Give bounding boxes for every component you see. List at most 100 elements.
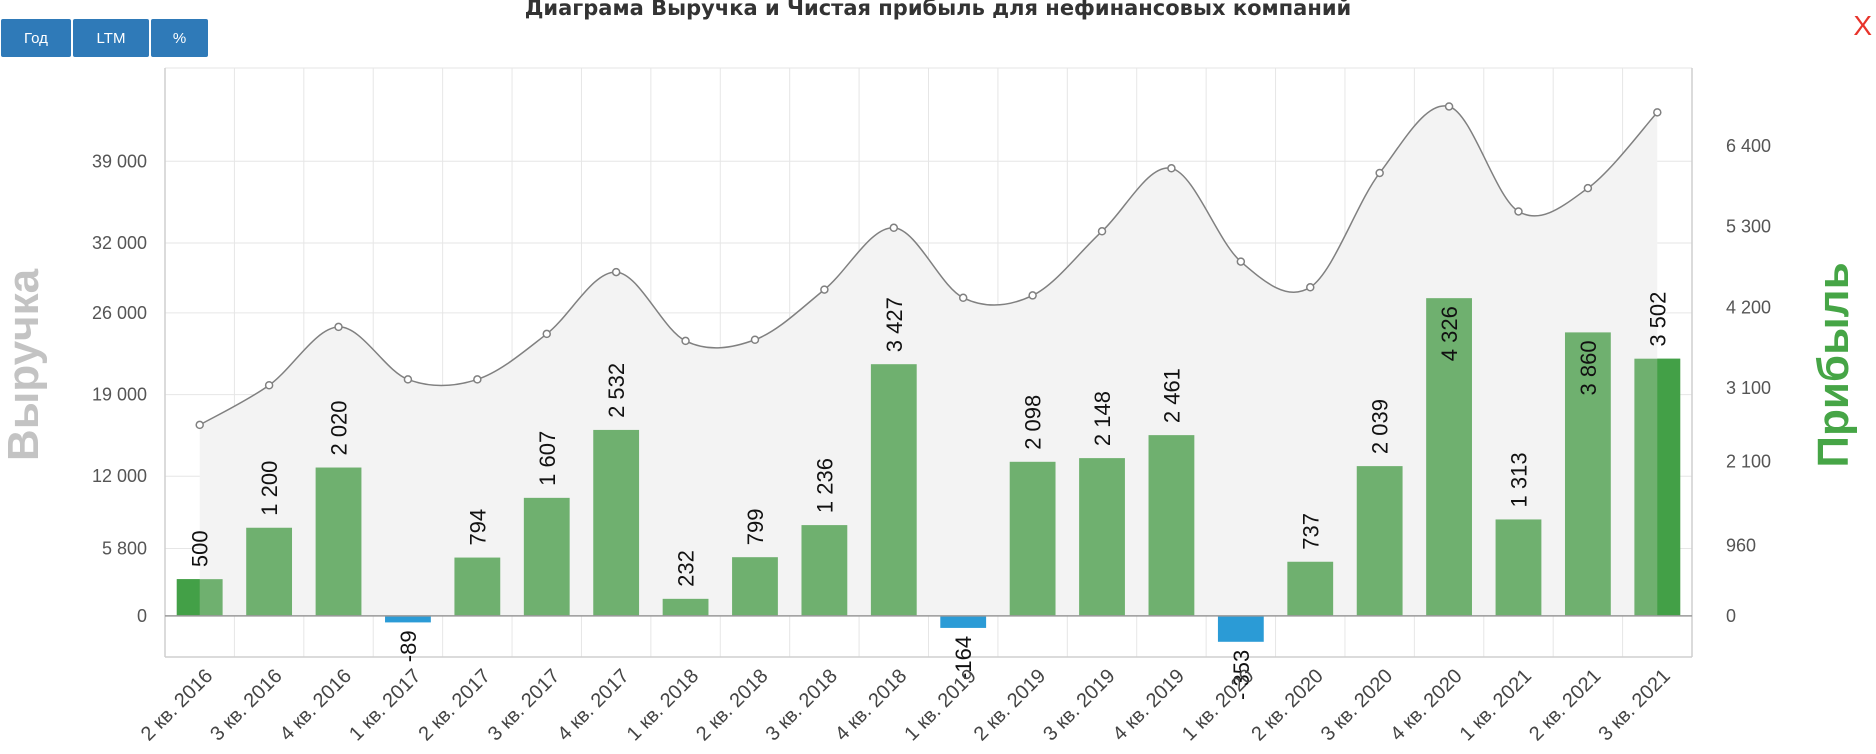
revenue-point bbox=[1583, 183, 1593, 193]
revenue-point bbox=[820, 285, 829, 294]
left-tick-label: 0 bbox=[137, 606, 147, 626]
revenue-point bbox=[1514, 207, 1523, 216]
revenue-point bbox=[1097, 227, 1107, 236]
revenue-area-fill bbox=[199, 105, 1658, 617]
profit-data-label: 737 bbox=[1298, 513, 1323, 550]
x-tick-label: 4 кв. 2020 bbox=[1386, 665, 1466, 745]
revenue-point bbox=[264, 380, 274, 390]
left-tick-label: 5 800 bbox=[102, 539, 147, 559]
profit-data-label: 1 200 bbox=[257, 461, 282, 516]
profit-bar bbox=[593, 429, 640, 616]
revenue-point bbox=[542, 329, 551, 339]
x-tick-label: 4 кв. 2016 bbox=[276, 665, 356, 745]
right-axis-title: Прибыль bbox=[1809, 262, 1858, 467]
profit-data-label: 2 148 bbox=[1090, 391, 1115, 446]
profit-bar bbox=[454, 557, 501, 616]
revenue-line-path bbox=[199, 105, 1658, 426]
profit-bar bbox=[246, 527, 293, 616]
revenue-point bbox=[473, 375, 482, 384]
x-tick-label: 3 кв. 2016 bbox=[206, 665, 286, 745]
profit-data-label: 232 bbox=[674, 550, 699, 587]
profit-data-label: 3 427 bbox=[882, 297, 907, 352]
profit-data-label: 1 607 bbox=[535, 431, 560, 486]
revenue-point bbox=[1028, 291, 1037, 300]
close-icon[interactable]: X bbox=[1853, 10, 1872, 41]
profit-bar bbox=[1495, 519, 1542, 616]
profit-bar-highlight bbox=[176, 579, 200, 616]
revenue-point bbox=[611, 267, 621, 277]
profit-data-label: 1 236 bbox=[812, 458, 837, 513]
profit-bar bbox=[1287, 561, 1334, 616]
year-button[interactable]: Год bbox=[1, 19, 71, 57]
x-tick-label: 2 кв. 2020 bbox=[1247, 665, 1327, 745]
x-tick-label: 3 кв. 2019 bbox=[1039, 665, 1119, 745]
x-tick-label: 1 кв. 2021 bbox=[1456, 665, 1536, 745]
profit-bar bbox=[662, 598, 709, 616]
right-tick-label: 5 300 bbox=[1726, 217, 1771, 237]
profit-data-label: 4 326 bbox=[1437, 306, 1462, 361]
revenue-point bbox=[750, 335, 760, 345]
profit-bar bbox=[801, 525, 848, 616]
x-tick-label: 2 кв. 2017 bbox=[414, 665, 494, 745]
profit-data-label: -89 bbox=[396, 630, 421, 662]
percent-button[interactable]: % bbox=[151, 19, 208, 57]
left-tick-label: 32 000 bbox=[92, 233, 147, 253]
profit-bars bbox=[176, 298, 1681, 642]
profit-bar bbox=[870, 364, 917, 616]
left-axis-title: Выручка bbox=[0, 268, 48, 461]
x-tick-label: 3 кв. 2018 bbox=[762, 665, 842, 745]
chart-axes: 0 5 800 12 000 19 000 26 000 32 000 39 000 0 960… bbox=[92, 68, 1771, 658]
profit-data-label: 794 bbox=[465, 509, 490, 546]
right-tick-label: 3 100 bbox=[1726, 378, 1771, 398]
right-tick-label: 0 bbox=[1726, 606, 1736, 626]
revenue-point bbox=[1653, 108, 1662, 117]
x-tick-label: 2 кв. 2018 bbox=[692, 665, 772, 745]
profit-bar bbox=[1356, 466, 1403, 616]
profit-bar bbox=[940, 615, 987, 628]
profit-data-label: 2 461 bbox=[1159, 368, 1184, 423]
revenue-point bbox=[958, 293, 968, 303]
x-tick-label: 1 кв. 2019 bbox=[900, 665, 980, 745]
x-tick-label: 4 кв. 2018 bbox=[831, 665, 911, 745]
profit-bar bbox=[1217, 615, 1264, 642]
profit-data-label: 2 098 bbox=[1021, 395, 1046, 450]
profit-data-label: 799 bbox=[743, 508, 768, 545]
revenue-area bbox=[199, 105, 1658, 617]
revenue-point bbox=[334, 322, 343, 332]
right-tick-label: 6 400 bbox=[1726, 136, 1771, 156]
x-tick-label: 1 кв. 2018 bbox=[623, 665, 703, 745]
x-tick-label: 1 кв. 2020 bbox=[1178, 665, 1258, 745]
profit-data-label: -164 bbox=[951, 636, 976, 680]
x-tick-label: 2 кв. 2016 bbox=[137, 665, 217, 745]
profit-bar bbox=[385, 615, 431, 623]
profit-bar-highlight bbox=[1657, 358, 1681, 616]
revenue-point bbox=[1306, 283, 1315, 292]
revenue-point bbox=[1444, 102, 1454, 111]
revenue-point bbox=[681, 336, 690, 346]
profit-data-label: 3 860 bbox=[1576, 340, 1601, 395]
profit-data-label: 1 313 bbox=[1506, 452, 1531, 507]
revenue-point bbox=[889, 223, 899, 233]
x-tick-label: 4 кв. 2019 bbox=[1109, 665, 1189, 745]
profit-data-label: 2 020 bbox=[327, 400, 352, 455]
x-tick-label: 3 кв. 2021 bbox=[1594, 665, 1674, 745]
profit-bar bbox=[523, 497, 570, 616]
revenue-point bbox=[1236, 257, 1246, 266]
left-tick-label: 19 000 bbox=[92, 385, 147, 405]
profit-data-label: - 353 bbox=[1229, 650, 1254, 700]
profit-bar bbox=[1148, 435, 1195, 616]
x-tick-label: 1 кв. 2017 bbox=[345, 665, 425, 745]
profit-data-label: 2 532 bbox=[604, 363, 629, 418]
profit-data-label: 500 bbox=[188, 530, 213, 567]
x-tick-label: 2 кв. 2021 bbox=[1525, 665, 1605, 745]
chart-title: Диаграма Выручка и Чистая прибыль для не… bbox=[525, 0, 1352, 20]
x-tick-label: 3 кв. 2017 bbox=[484, 665, 564, 745]
revenue-line bbox=[195, 102, 1662, 430]
ltm-button[interactable]: LTM bbox=[73, 19, 149, 57]
left-tick-label: 12 000 bbox=[92, 466, 147, 486]
profit-data-label: 3 502 bbox=[1645, 292, 1670, 347]
x-tick-label: 4 кв. 2017 bbox=[553, 665, 633, 745]
revenue-point bbox=[1375, 168, 1384, 178]
revenue-point bbox=[195, 420, 204, 430]
profit-bar bbox=[1009, 461, 1056, 616]
